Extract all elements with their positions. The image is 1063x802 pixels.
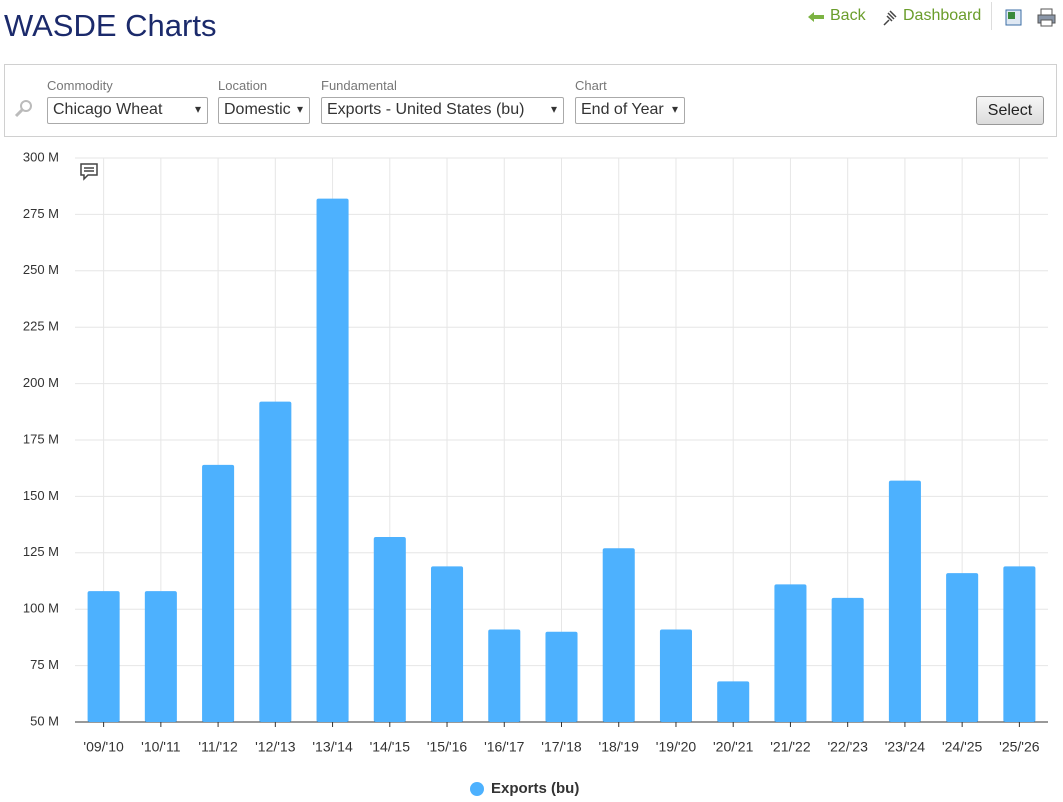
bar xyxy=(831,597,864,722)
y-tick-label: 75 M xyxy=(30,657,59,672)
y-tick-label: 100 M xyxy=(23,601,59,616)
location-select[interactable]: Domestic xyxy=(218,97,310,124)
x-tick-label: '09/'10 xyxy=(83,739,124,755)
legend-marker xyxy=(470,782,484,796)
print-icon[interactable] xyxy=(1036,8,1058,28)
bar xyxy=(316,198,349,722)
chart-select[interactable]: End of Year xyxy=(575,97,685,124)
x-tick-label: '19/'20 xyxy=(656,739,697,755)
x-tick-label: '17/'18 xyxy=(541,739,582,755)
filter-label: Fundamental xyxy=(321,78,397,93)
dashboard-link[interactable]: Dashboard xyxy=(903,7,982,24)
bar xyxy=(87,591,120,722)
bar xyxy=(488,629,521,722)
x-tick-label: '24/'25 xyxy=(942,739,983,755)
legend-label[interactable]: Exports (bu) xyxy=(491,780,579,797)
back-link[interactable]: Back xyxy=(830,7,866,24)
search-icon xyxy=(14,100,32,118)
bar xyxy=(659,629,692,722)
bar xyxy=(545,631,578,722)
y-tick-label: 300 M xyxy=(23,149,59,164)
x-tick-label: '21/'22 xyxy=(770,739,811,755)
x-tick-label: '25/'26 xyxy=(999,739,1040,755)
bar xyxy=(1003,566,1036,722)
filter-label: Commodity xyxy=(47,78,113,93)
x-tick-label: '16/'17 xyxy=(484,739,525,755)
y-tick-label: 125 M xyxy=(23,544,59,559)
select-button[interactable]: Select xyxy=(976,96,1044,125)
y-tick-label: 175 M xyxy=(23,431,59,446)
y-tick-label: 250 M xyxy=(23,262,59,277)
y-tick-label: 50 M xyxy=(30,713,59,728)
filter-panel: Commodity Chicago Wheat Location Domesti… xyxy=(4,64,1057,137)
x-tick-label: '18/'19 xyxy=(599,739,640,755)
filter-label: Chart xyxy=(575,78,607,93)
excel-icon[interactable] xyxy=(1004,8,1024,28)
filter-label: Location xyxy=(218,78,268,93)
page-title: WASDE Charts xyxy=(4,8,217,43)
back-icon xyxy=(808,12,824,22)
bar xyxy=(602,548,635,722)
x-tick-label: '10/'11 xyxy=(141,739,181,755)
fundamental-select[interactable]: Exports - United States (bu) xyxy=(321,97,564,124)
y-tick-label: 225 M xyxy=(23,319,59,334)
y-tick-label: 275 M xyxy=(23,206,59,221)
x-tick-label: '23/'24 xyxy=(885,739,926,755)
x-tick-label: '13/'14 xyxy=(312,739,353,755)
bar xyxy=(717,681,750,722)
divider xyxy=(991,2,992,30)
x-tick-label: '22/'23 xyxy=(827,739,868,755)
bar xyxy=(946,573,979,722)
chart: 50 M 75 M 100 M 125 M 150 M 175 M 200 M 225 M 25… xyxy=(23,149,1048,797)
bar xyxy=(431,566,464,722)
bar xyxy=(774,584,807,722)
x-tick-label: '12/'13 xyxy=(255,739,296,755)
y-tick-label: 150 M xyxy=(23,488,59,503)
bar xyxy=(259,401,292,722)
bar xyxy=(144,591,177,722)
x-tick-label: '20/'21 xyxy=(713,739,754,755)
y-tick-label: 200 M xyxy=(23,375,59,390)
bar xyxy=(373,537,406,722)
x-tick-label: '14/'15 xyxy=(370,739,411,755)
comment-icon[interactable] xyxy=(80,163,98,181)
bar xyxy=(202,464,235,722)
x-tick-label: '11/'12 xyxy=(198,739,238,755)
x-tick-label: '15/'16 xyxy=(427,739,468,755)
bar xyxy=(888,480,921,722)
pin-icon xyxy=(883,10,897,26)
commodity-select[interactable]: Chicago Wheat xyxy=(47,97,208,124)
